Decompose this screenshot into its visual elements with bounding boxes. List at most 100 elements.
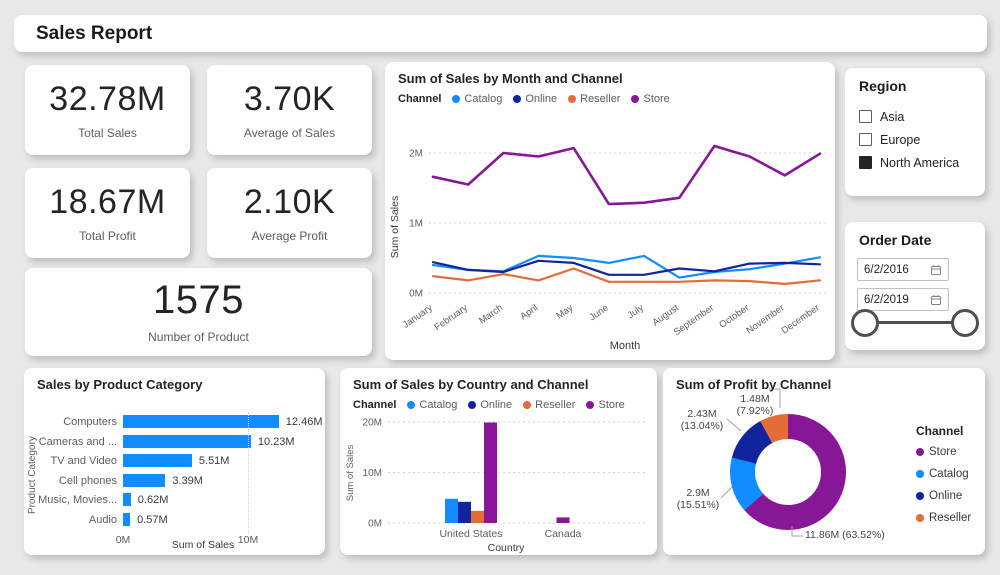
legend-item-online[interactable]: Online <box>513 93 557 105</box>
bar-cell-phones[interactable] <box>123 473 166 487</box>
bar-music-movies[interactable] <box>123 493 131 506</box>
legend-item-reseller[interactable]: Reseller <box>916 512 971 524</box>
kpi-value: 32.78M <box>49 80 166 118</box>
column-chart-legend: Channel Catalog Online Reseller Store <box>353 399 625 411</box>
bar-value-label: 10.23M <box>257 435 295 448</box>
bar-cameras-and[interactable] <box>123 434 251 448</box>
callout-value: 11.86M <box>805 529 840 541</box>
column-catalog-united-states[interactable] <box>445 498 458 523</box>
bar-tv-and-video[interactable] <box>123 454 192 467</box>
checkbox-icon[interactable] <box>859 133 872 146</box>
region-option-europe[interactable]: Europe <box>859 128 959 151</box>
y-axis-title: Sum of Sales <box>345 445 356 502</box>
page-title: Sales Report <box>36 23 153 44</box>
donut-callout-catalog: 2.9M (15.51%) <box>671 487 725 511</box>
bar-category-label: Cameras and ... <box>38 435 117 448</box>
region-filter-card: Region Asia Europe North America <box>845 68 985 196</box>
legend-item-online[interactable]: Online <box>916 490 971 502</box>
callout-value: 2.9M <box>686 487 710 499</box>
order-date-card: Order Date 6/2/2016 6/2/2019 <box>845 222 985 350</box>
y-tick-label: 0M <box>368 519 382 530</box>
donut-slice-store[interactable] <box>730 414 846 530</box>
column-online-united-states[interactable] <box>458 501 471 523</box>
legend-dot-icon <box>452 95 461 103</box>
kpi-value: 1575 <box>153 278 244 322</box>
legend-item-label: Reseller <box>929 512 972 524</box>
bar-audio[interactable] <box>123 512 131 526</box>
y-axis-title: Product Category <box>27 436 38 514</box>
checkbox-checked-icon[interactable] <box>859 156 872 169</box>
legend-title: Channel <box>398 93 442 105</box>
legend-item-store[interactable]: Store <box>586 399 625 411</box>
legend-item-store[interactable]: Store <box>631 93 670 105</box>
legend-item-catalog[interactable]: Catalog <box>452 93 502 105</box>
donut-callout-store: 11.86M (63.52%) <box>805 529 965 541</box>
slider-handle-start[interactable] <box>851 309 879 337</box>
kpi-label: Average Profit <box>251 229 328 243</box>
x-tick-label: February <box>432 302 470 333</box>
legend-item-label: Reseller <box>580 93 621 105</box>
title-bar: Sales Report <box>14 15 987 52</box>
donut-callout-reseller: 1.48M (7.92%) <box>729 393 781 417</box>
legend-item-store[interactable]: Store <box>916 446 971 458</box>
y-tick-label: 20M <box>363 418 382 429</box>
legend-dot-icon <box>916 470 924 478</box>
bar-value-label: 0.57M <box>137 513 168 526</box>
slider-track[interactable] <box>865 321 965 324</box>
calendar-icon <box>931 264 941 275</box>
chart-title: Sum of Sales by Country and Channel <box>353 377 589 392</box>
series-line-online[interactable] <box>431 259 822 276</box>
series-line-reseller[interactable] <box>431 267 822 285</box>
column-reseller-united-states[interactable] <box>471 510 484 523</box>
x-tick-label: Canada <box>545 528 582 540</box>
leader-store <box>791 526 803 537</box>
column-store-canada[interactable] <box>556 517 570 523</box>
legend-dot-icon <box>513 95 522 103</box>
product-category-bar-chart-card: Sales by Product Category Computers 12.46… <box>24 368 325 555</box>
legend-dot-icon <box>916 448 924 456</box>
donut-slice-catalog[interactable] <box>724 408 852 536</box>
bar-computers[interactable] <box>123 415 279 428</box>
x-tick: 10M <box>237 534 259 546</box>
kpi-card-total-profit: 18.67M Total Profit <box>25 168 190 258</box>
legend-item-catalog[interactable]: Catalog <box>407 399 457 411</box>
region-option-label: Asia <box>880 109 905 124</box>
kpi-value: 18.67M <box>49 183 166 221</box>
kpi-card-average-of-sales: 3.70K Average of Sales <box>207 65 372 155</box>
legend-title: Channel <box>916 424 964 438</box>
legend-item-reseller[interactable]: Reseller <box>523 399 575 411</box>
chart-title: Sum of Profit by Channel <box>676 377 832 392</box>
x-tick-label: July <box>626 302 646 321</box>
kpi-card-number-of-product: 1575 Number of Product <box>25 268 372 356</box>
column-chart-plot[interactable]: 0M 10M 20M United States Canada Sum of Sales C… <box>340 368 657 555</box>
column-store-united-states[interactable] <box>484 422 497 524</box>
x-tick-label: January <box>401 302 435 331</box>
donut-slice-reseller[interactable] <box>726 410 849 533</box>
end-date-input[interactable]: 6/2/2019 <box>857 288 949 311</box>
slider-handle-end[interactable] <box>951 309 979 337</box>
y-tick-label: 0M <box>409 289 423 300</box>
bar-value-label: 12.46M <box>285 416 323 428</box>
checkbox-icon[interactable] <box>859 110 872 123</box>
callout-pct: (7.92%) <box>736 405 774 417</box>
region-option-north-america[interactable]: North America <box>859 151 959 174</box>
donut-chart-plot[interactable] <box>663 368 985 555</box>
start-date-input[interactable]: 6/2/2016 <box>857 258 949 281</box>
y-tick-label: 2M <box>409 149 423 160</box>
legend-item-reseller[interactable]: Reseller <box>568 93 620 105</box>
bar-category-label: TV and Video <box>50 455 117 467</box>
callout-pct: (13.04%) <box>680 420 724 432</box>
legend-item-label: Online <box>480 399 513 411</box>
profit-donut-chart-card: Sum of Profit by Channel 1.48M (7.92%) 2… <box>663 368 985 555</box>
region-option-asia[interactable]: Asia <box>859 105 959 128</box>
x-axis-title: Country <box>488 542 526 554</box>
calendar-icon <box>931 294 941 305</box>
series-line-store[interactable] <box>431 144 822 206</box>
region-option-label: Europe <box>880 132 921 147</box>
x-tick-label: April <box>518 302 540 322</box>
legend-item-online[interactable]: Online <box>468 399 512 411</box>
legend-dot-icon <box>568 95 577 103</box>
legend-item-catalog[interactable]: Catalog <box>916 468 971 480</box>
order-date-title: Order Date <box>859 232 932 248</box>
